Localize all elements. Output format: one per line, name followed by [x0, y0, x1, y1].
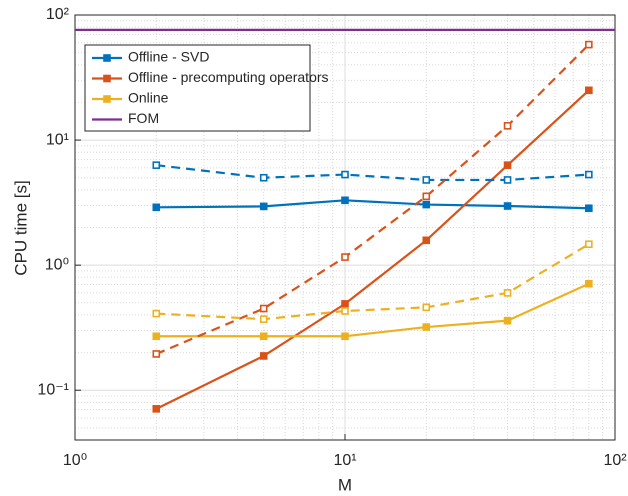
legend-label: Offline - precomputing operators [128, 69, 329, 85]
data-marker [585, 40, 593, 49]
data-marker [503, 122, 512, 130]
data-marker [341, 196, 349, 205]
plot-frame [74, 14, 616, 441]
data-marker [503, 176, 512, 184]
series-line [156, 164, 589, 182]
series-line [155, 89, 590, 410]
data-marker [341, 253, 349, 261]
legend-label: Offline - SVD [128, 49, 209, 65]
data-marker [259, 352, 268, 360]
data-marker [422, 303, 431, 312]
data-marker [422, 236, 431, 245]
series-line [156, 199, 589, 210]
data-marker [585, 240, 593, 249]
y-axis-label: CPU time [s] [11, 180, 30, 275]
data-marker [422, 323, 431, 331]
legend-marker [103, 74, 111, 83]
x-axis-label: M [338, 475, 352, 494]
data-marker [152, 203, 161, 212]
legend-marker [103, 95, 111, 103]
data-marker [152, 332, 161, 341]
x-tick-label: 10² [603, 452, 627, 469]
data-marker [341, 170, 349, 179]
data-marker [503, 161, 512, 169]
data-marker [422, 192, 431, 201]
legend-box [84, 44, 311, 132]
data-marker [259, 173, 268, 182]
data-marker [259, 315, 268, 323]
legend-label: Online [128, 90, 169, 106]
x-tick-label: 10¹ [333, 452, 356, 469]
data-marker [422, 200, 431, 209]
data-marker [585, 204, 593, 213]
data-marker [503, 316, 512, 325]
y-tick-label: 10² [46, 6, 70, 23]
data-marker [259, 332, 268, 341]
data-marker [259, 304, 268, 313]
legend-marker [103, 54, 111, 62]
data-marker [341, 332, 349, 341]
data-marker [341, 300, 349, 308]
series-line [156, 282, 590, 338]
data-marker [152, 350, 161, 358]
data-marker [503, 289, 512, 297]
data-marker [585, 86, 593, 95]
series-line [156, 243, 590, 321]
data-marker [341, 307, 349, 315]
data-marker [152, 405, 161, 413]
y-tick-label: 10⁰ [45, 256, 69, 273]
data-marker [585, 170, 593, 179]
data-marker [585, 279, 593, 288]
data-marker [259, 202, 268, 211]
y-tick-label: 10¹ [46, 131, 69, 148]
x-tick-label: 10⁰ [63, 452, 87, 469]
data-marker [152, 161, 161, 169]
data-marker [152, 309, 161, 318]
data-marker [503, 202, 512, 210]
y-tick-label: 10⁻¹ [37, 381, 69, 398]
series-line [155, 43, 590, 355]
data-marker [422, 176, 431, 184]
legend-label: FOM [128, 110, 159, 126]
